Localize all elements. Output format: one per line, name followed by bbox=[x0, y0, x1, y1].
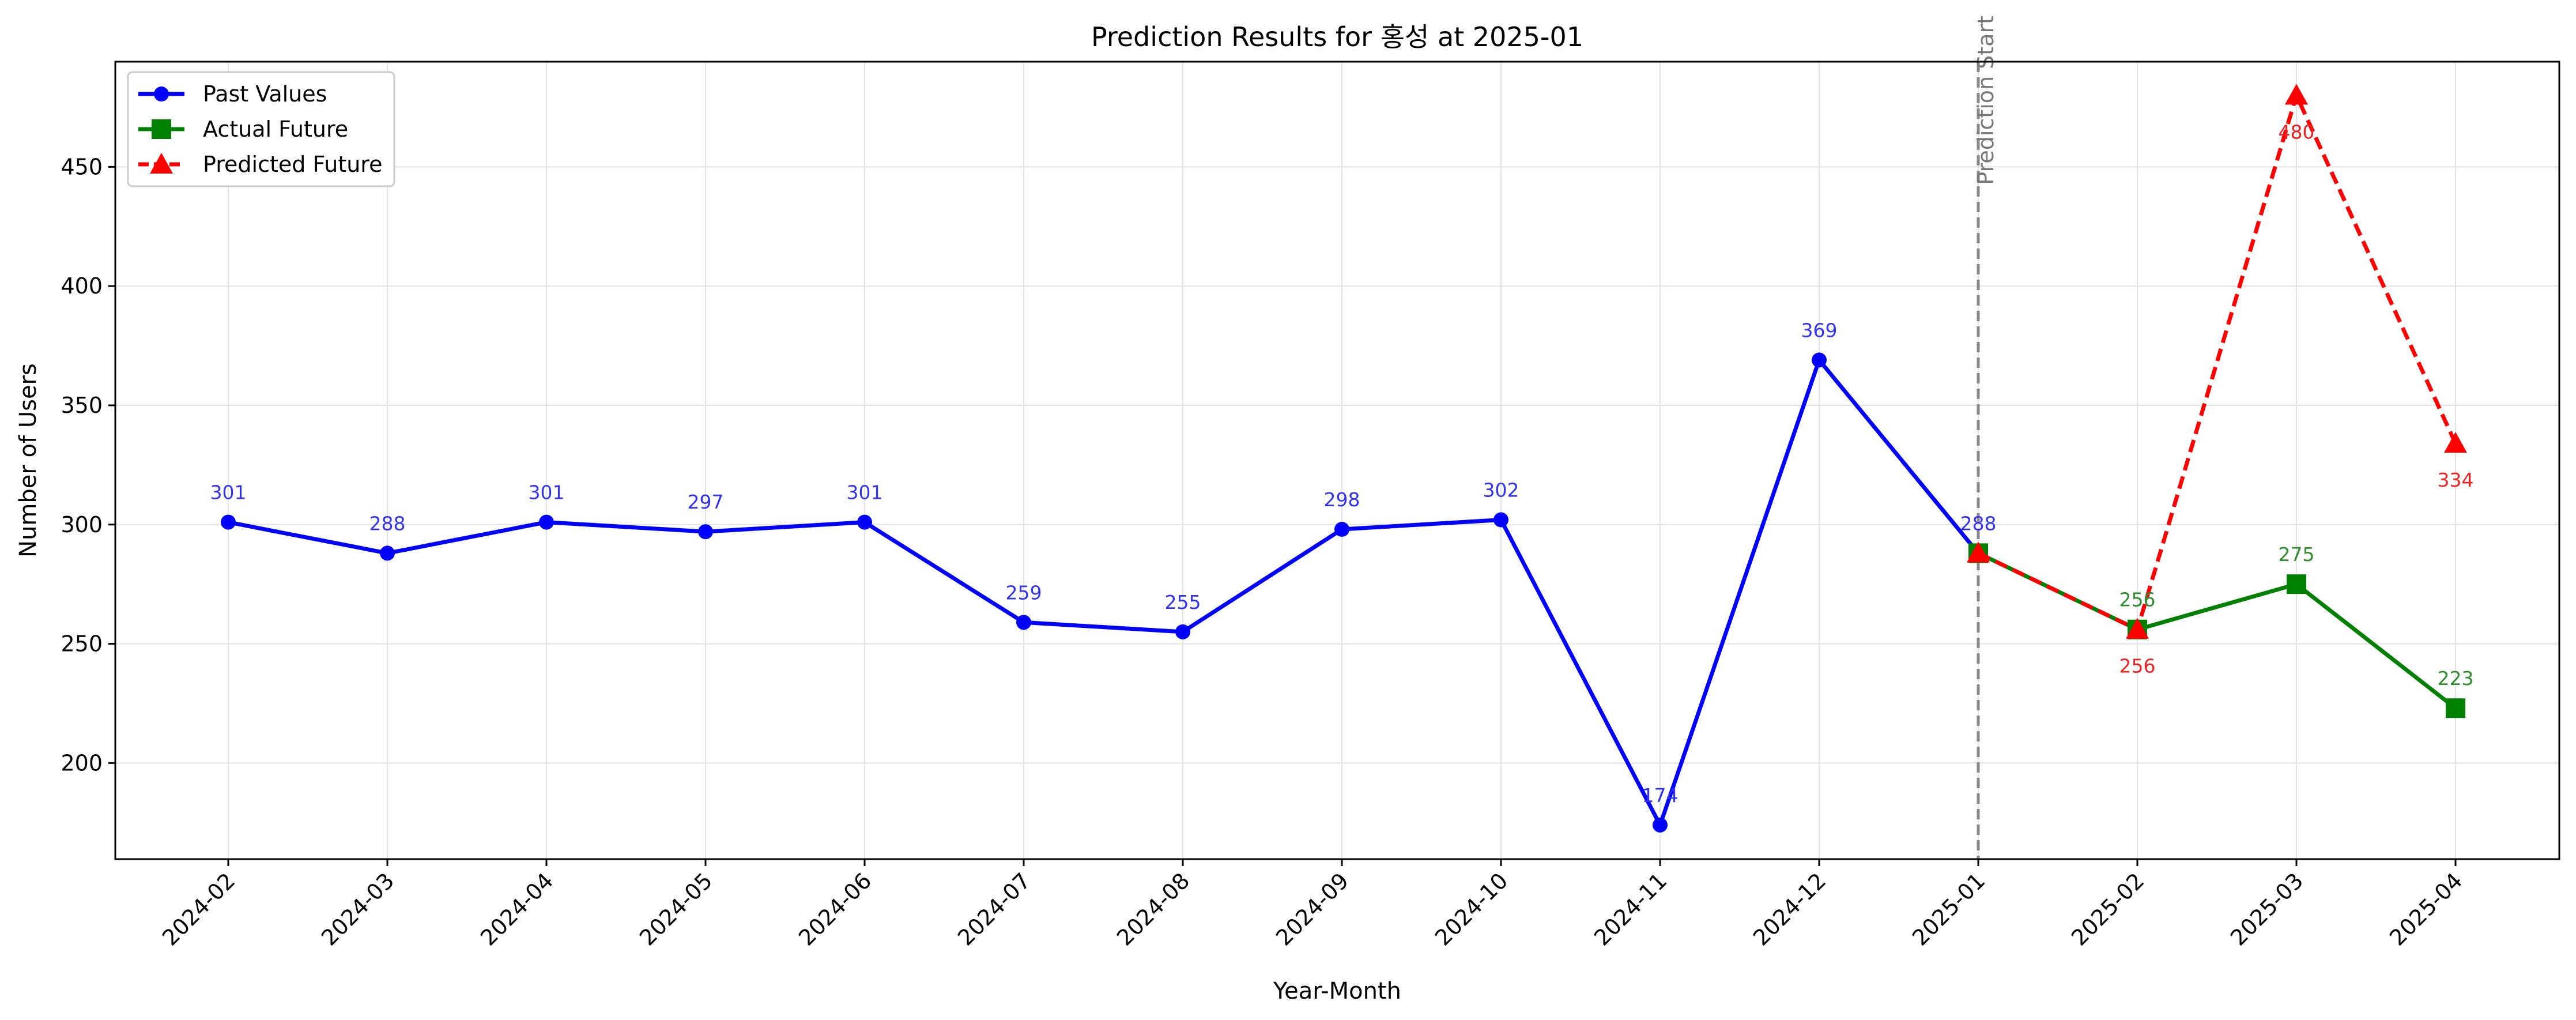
series-past-values bbox=[221, 352, 1986, 833]
data-label: 334 bbox=[2438, 469, 2474, 491]
data-point bbox=[380, 545, 395, 561]
y-axis-label: Number of Users bbox=[15, 363, 42, 558]
data-label: 256 bbox=[2119, 655, 2156, 678]
data-label: 288 bbox=[1960, 512, 1997, 535]
legend-label: Predicted Future bbox=[203, 152, 382, 177]
legend: Past Values Actual Future Predicted Future bbox=[127, 71, 395, 187]
data-label: 301 bbox=[847, 481, 883, 504]
data-label: 302 bbox=[1483, 479, 1519, 501]
data-point bbox=[2285, 84, 2308, 105]
data-labels: 301 288 301 297 301 259 255 298 302 174 369 288 256 2… bbox=[210, 121, 2474, 807]
data-label: 256 bbox=[2119, 589, 2156, 611]
data-point bbox=[2444, 432, 2467, 453]
data-label: 301 bbox=[529, 481, 565, 504]
data-point bbox=[1334, 522, 1349, 537]
data-label: 288 bbox=[369, 512, 406, 535]
data-point bbox=[2287, 574, 2306, 594]
legend-label: Past Values bbox=[203, 81, 327, 107]
series-line bbox=[1977, 93, 2458, 632]
data-label: 369 bbox=[1801, 319, 1838, 341]
y-tick-label: 250 bbox=[61, 631, 103, 657]
data-label: 480 bbox=[2279, 121, 2315, 143]
series-line bbox=[228, 357, 1980, 827]
plot-frame bbox=[114, 61, 2560, 860]
legend-label: Actual Future bbox=[203, 116, 348, 142]
data-point bbox=[1812, 352, 1827, 368]
prediction-start-label: Prediction Start bbox=[1973, 16, 1998, 185]
data-point bbox=[2126, 618, 2149, 639]
data-point bbox=[221, 514, 236, 530]
chart-title: Prediction Results for 홍성 at 2025-01 bbox=[1091, 21, 1583, 52]
data-point bbox=[1493, 512, 1508, 528]
data-point bbox=[857, 514, 872, 530]
legend-item: Past Values bbox=[138, 81, 327, 107]
y-tick-label: 300 bbox=[61, 512, 103, 537]
y-tick-label: 450 bbox=[61, 154, 103, 179]
data-label: 223 bbox=[2438, 667, 2474, 690]
series-predicted-future bbox=[1967, 84, 2467, 639]
legend-marker-icon bbox=[154, 86, 169, 101]
legend-item: Actual Future bbox=[138, 116, 348, 142]
data-label: 297 bbox=[688, 491, 724, 513]
y-tick-label: 400 bbox=[61, 273, 103, 299]
data-point bbox=[539, 514, 554, 530]
prediction-start-marker: Prediction Start bbox=[1973, 16, 1998, 859]
y-tick-label: 350 bbox=[61, 393, 103, 418]
data-label: 275 bbox=[2279, 543, 2315, 566]
data-point bbox=[1175, 624, 1190, 639]
grid bbox=[115, 62, 2559, 859]
y-tick-label: 200 bbox=[61, 750, 103, 776]
legend-box bbox=[127, 71, 395, 187]
data-point bbox=[2446, 698, 2465, 718]
legend-item: Predicted Future bbox=[138, 152, 382, 177]
legend-marker-icon bbox=[150, 153, 173, 174]
legend-marker-icon bbox=[152, 119, 171, 139]
data-point bbox=[1653, 817, 1668, 833]
data-point bbox=[1016, 615, 1031, 630]
data-point bbox=[698, 524, 713, 540]
data-point bbox=[1967, 541, 1990, 563]
x-axis-label: Year-Month bbox=[1273, 978, 1401, 1004]
data-label: 174 bbox=[1642, 784, 1679, 807]
data-label: 255 bbox=[1165, 591, 1201, 613]
data-label: 301 bbox=[210, 481, 247, 504]
data-label: 259 bbox=[1006, 581, 1042, 604]
series-lines bbox=[221, 84, 2467, 833]
data-label: 298 bbox=[1324, 488, 1360, 511]
